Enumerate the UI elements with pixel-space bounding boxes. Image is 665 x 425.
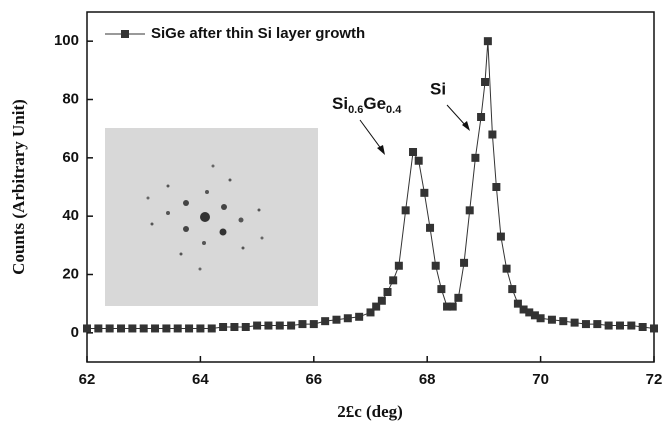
y-axis-label: Counts (Arbitrary Unit) [9, 99, 28, 275]
y-tick-label: 20 [62, 265, 79, 282]
x-tick-label: 64 [192, 371, 209, 388]
data-point [321, 317, 329, 325]
data-point [460, 259, 468, 267]
data-point [508, 285, 516, 293]
data-point [355, 313, 363, 321]
y-tick-label: 100 [54, 32, 79, 49]
data-point [415, 157, 423, 165]
annotation: Si [430, 79, 446, 98]
data-point [402, 206, 410, 214]
data-point [466, 206, 474, 214]
data-point [497, 233, 505, 241]
data-point [481, 78, 489, 86]
data-point [484, 37, 492, 45]
data-point [437, 285, 445, 293]
data-point [488, 131, 496, 139]
data-point [471, 154, 479, 162]
data-point [276, 322, 284, 330]
data-point [593, 320, 601, 328]
data-point [432, 262, 440, 270]
inset-image [105, 128, 318, 306]
data-point [650, 324, 658, 332]
data-point [344, 314, 352, 322]
data-point [559, 317, 567, 325]
data-point [571, 319, 579, 327]
data-point [83, 324, 91, 332]
y-tick-label: 60 [62, 149, 79, 166]
y-tick-label: 80 [62, 90, 79, 107]
data-point [548, 316, 556, 324]
data-point [230, 323, 238, 331]
data-point [264, 322, 272, 330]
data-point [378, 297, 386, 305]
x-axis-label: 2£c (deg) [337, 402, 403, 421]
chart: Counts (Arbitrary Unit) 2£c (deg) Si0.6G… [0, 0, 665, 425]
data-point [616, 322, 624, 330]
annotation: Si0.6Ge0.4 [332, 94, 402, 115]
data-point [503, 265, 511, 273]
data-point [537, 314, 545, 322]
data-point [389, 276, 397, 284]
y-tick-label: 0 [71, 324, 79, 341]
data-point [409, 148, 417, 156]
legend-label: SiGe after thin Si layer growth [151, 25, 365, 42]
data-point [117, 324, 125, 332]
x-tick-label: 68 [419, 371, 436, 388]
data-point [174, 324, 182, 332]
x-tick-label: 70 [532, 371, 549, 388]
data-point [384, 288, 392, 296]
data-point [298, 320, 306, 328]
data-point [310, 320, 318, 328]
data-point [106, 324, 114, 332]
x-tick-label: 62 [79, 371, 96, 388]
data-point [605, 322, 613, 330]
data-point [332, 316, 340, 324]
data-point [477, 113, 485, 121]
data-point [140, 324, 148, 332]
data-point [185, 324, 193, 332]
data-point [94, 324, 102, 332]
data-point [253, 322, 261, 330]
data-point [449, 303, 457, 311]
data-point [492, 183, 500, 191]
y-tick-label: 40 [62, 207, 79, 224]
data-point [196, 324, 204, 332]
x-tick-label: 66 [305, 371, 322, 388]
data-point [395, 262, 403, 270]
x-tick-label: 72 [646, 371, 663, 388]
data-point [582, 320, 590, 328]
data-point [162, 324, 170, 332]
legend-marker [121, 30, 129, 38]
data-point [287, 322, 295, 330]
data-point [208, 324, 216, 332]
data-point [426, 224, 434, 232]
data-point [219, 323, 227, 331]
data-point [151, 324, 159, 332]
data-point [627, 322, 635, 330]
data-point [454, 294, 462, 302]
data-point [128, 324, 136, 332]
data-point [639, 323, 647, 331]
data-point [420, 189, 428, 197]
data-point [242, 323, 250, 331]
